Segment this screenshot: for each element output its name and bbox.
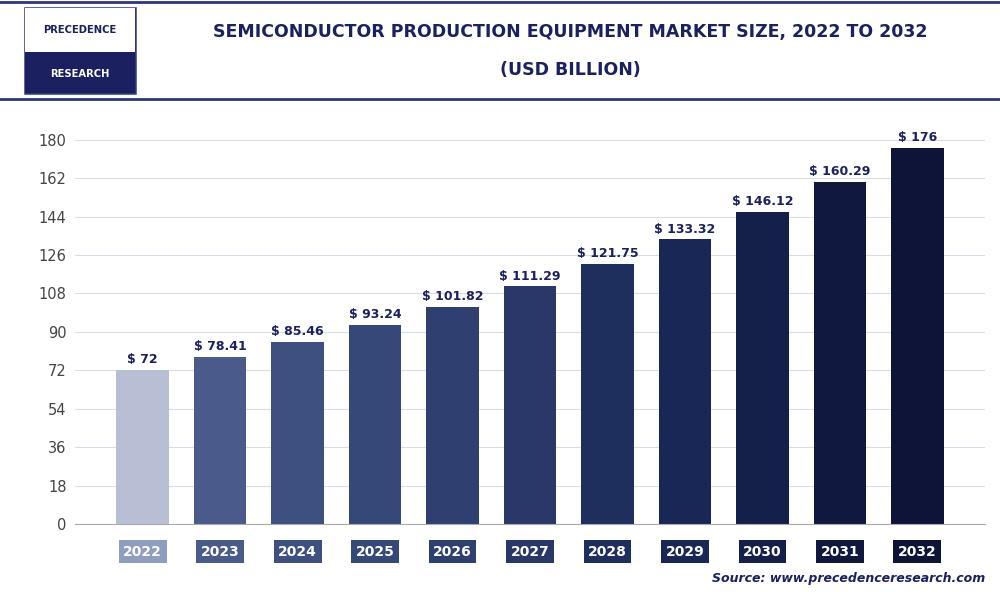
Text: 2032: 2032 xyxy=(898,545,937,559)
Bar xyxy=(814,182,866,524)
Bar xyxy=(736,212,789,524)
Bar xyxy=(426,307,479,524)
Text: Source: www.precedenceresearch.com: Source: www.precedenceresearch.com xyxy=(712,572,985,585)
Text: 2029: 2029 xyxy=(666,545,704,559)
Text: SEMICONDUCTOR PRODUCTION EQUIPMENT MARKET SIZE, 2022 TO 2032: SEMICONDUCTOR PRODUCTION EQUIPMENT MARKE… xyxy=(213,23,927,41)
Text: 2027: 2027 xyxy=(511,545,549,559)
Text: 2023: 2023 xyxy=(201,545,240,559)
Text: 2022: 2022 xyxy=(123,545,162,559)
Text: $ 78.41: $ 78.41 xyxy=(194,340,247,353)
Bar xyxy=(504,287,556,524)
Text: 2030: 2030 xyxy=(743,545,782,559)
Text: 2031: 2031 xyxy=(820,545,859,559)
Text: $ 121.75: $ 121.75 xyxy=(577,247,638,260)
Text: 2026: 2026 xyxy=(433,545,472,559)
Bar xyxy=(116,370,169,524)
Text: $ 111.29: $ 111.29 xyxy=(499,269,561,282)
Bar xyxy=(659,239,711,524)
Bar xyxy=(194,356,246,524)
Text: $ 72: $ 72 xyxy=(127,353,158,366)
Text: $ 160.29: $ 160.29 xyxy=(809,165,871,178)
Bar xyxy=(25,52,135,92)
Bar xyxy=(891,148,944,524)
Text: PRECEDENCE: PRECEDENCE xyxy=(43,25,117,35)
Text: $ 146.12: $ 146.12 xyxy=(732,195,793,208)
Text: $ 101.82: $ 101.82 xyxy=(422,289,483,303)
Text: 2028: 2028 xyxy=(588,545,627,559)
Text: $ 93.24: $ 93.24 xyxy=(349,308,401,321)
Bar xyxy=(25,8,135,52)
Text: RESEARCH: RESEARCH xyxy=(50,69,110,79)
FancyBboxPatch shape xyxy=(25,8,135,92)
Bar xyxy=(349,325,401,524)
Text: $ 176: $ 176 xyxy=(898,131,937,144)
Bar xyxy=(271,342,324,524)
Text: 2024: 2024 xyxy=(278,545,317,559)
Text: (USD BILLION): (USD BILLION) xyxy=(500,62,640,79)
Bar xyxy=(581,264,634,524)
Text: $ 85.46: $ 85.46 xyxy=(271,324,324,337)
Text: 2025: 2025 xyxy=(356,545,395,559)
Text: $ 133.32: $ 133.32 xyxy=(654,223,716,236)
